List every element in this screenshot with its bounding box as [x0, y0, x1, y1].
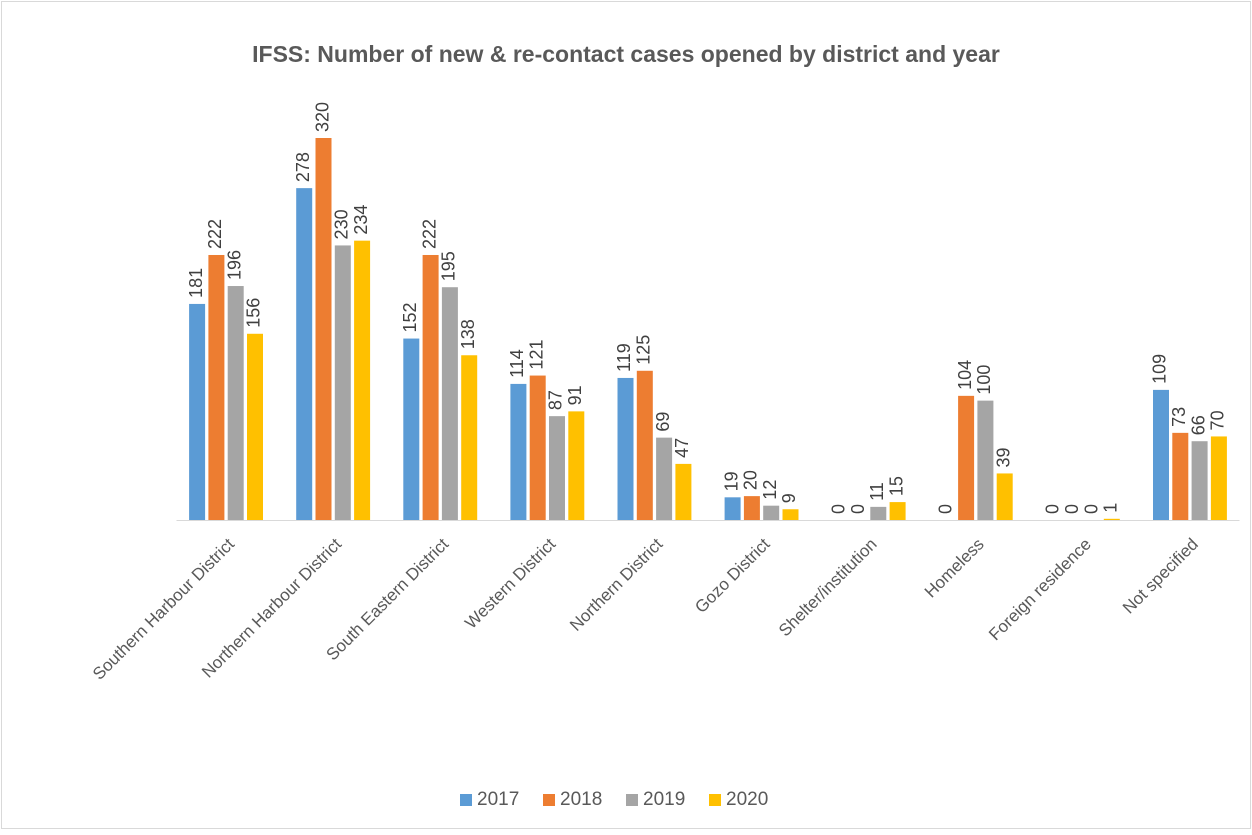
legend-label: 2017 [477, 789, 519, 810]
bar [529, 375, 546, 520]
data-label: 66 [1188, 415, 1208, 435]
bar [977, 400, 994, 520]
legend-swatch [626, 794, 638, 806]
legend-swatch [460, 794, 472, 806]
data-label: 47 [672, 438, 692, 458]
bar [675, 463, 692, 520]
legend-swatch [543, 794, 555, 806]
bar [636, 370, 653, 520]
data-label: 278 [293, 152, 313, 182]
data-label: 39 [993, 447, 1013, 467]
data-label: 222 [205, 219, 225, 249]
bar [354, 240, 371, 520]
data-label: 196 [224, 250, 244, 280]
bar [208, 254, 225, 521]
data-label: 0 [1043, 504, 1063, 514]
bar [1210, 436, 1227, 520]
data-label: 152 [400, 303, 420, 333]
data-label: 0 [828, 504, 848, 514]
legend-label: 2020 [726, 789, 768, 810]
bar [1153, 389, 1169, 520]
bar [422, 254, 439, 521]
chart-title: IFSS: Number of new & re-contact cases o… [252, 41, 1000, 67]
data-label: 125 [634, 335, 654, 365]
data-label: 19 [721, 471, 741, 491]
bar [296, 188, 313, 520]
bar [403, 338, 420, 520]
bar [656, 437, 673, 520]
data-label: 9 [779, 493, 799, 503]
data-label: 73 [1169, 407, 1189, 427]
data-label: 0 [936, 504, 956, 514]
data-label: 0 [1062, 504, 1082, 514]
data-label: 91 [565, 385, 585, 405]
bar [315, 138, 332, 520]
bar [617, 377, 634, 520]
legend-label: 2019 [643, 789, 685, 810]
data-label: 100 [974, 365, 994, 395]
bar [996, 473, 1013, 520]
data-label: 121 [526, 340, 546, 370]
bar [189, 303, 206, 520]
data-label: 230 [332, 209, 352, 239]
data-label: 114 [507, 349, 527, 378]
bar [958, 395, 975, 520]
data-label: 222 [419, 219, 439, 249]
data-label: 0 [848, 504, 868, 514]
data-label: 0 [1081, 504, 1101, 514]
data-label: 12 [760, 480, 780, 500]
data-label: 87 [546, 390, 566, 410]
data-label: 234 [351, 205, 371, 235]
data-label: 1 [1101, 503, 1121, 513]
data-label: 119 [614, 343, 634, 372]
data-label: 195 [439, 251, 459, 281]
data-label: 70 [1208, 410, 1228, 430]
bar [334, 245, 351, 520]
data-label: 320 [312, 102, 332, 132]
bar [227, 286, 244, 520]
bar [1191, 441, 1208, 520]
bar [461, 355, 478, 520]
data-label: 15 [886, 476, 906, 496]
data-label: 109 [1150, 354, 1170, 384]
bar [568, 411, 585, 520]
bar [763, 505, 780, 520]
bar [441, 287, 458, 520]
bar [889, 502, 906, 520]
legend-label: 2018 [560, 789, 602, 810]
bar [1172, 432, 1189, 520]
bar [870, 506, 887, 520]
data-label: 104 [955, 360, 975, 390]
data-label: 11 [867, 482, 887, 501]
bar [549, 416, 565, 520]
bar [782, 509, 799, 520]
data-label: 138 [458, 319, 478, 349]
data-label: 181 [186, 268, 206, 298]
legend-swatch [709, 794, 721, 806]
data-label: 69 [653, 412, 673, 432]
bar [510, 383, 527, 520]
data-label: 156 [244, 298, 264, 328]
bar [247, 333, 263, 520]
data-label: 20 [741, 470, 761, 490]
bar [1103, 518, 1120, 520]
bar [743, 496, 760, 520]
bar [724, 497, 741, 520]
